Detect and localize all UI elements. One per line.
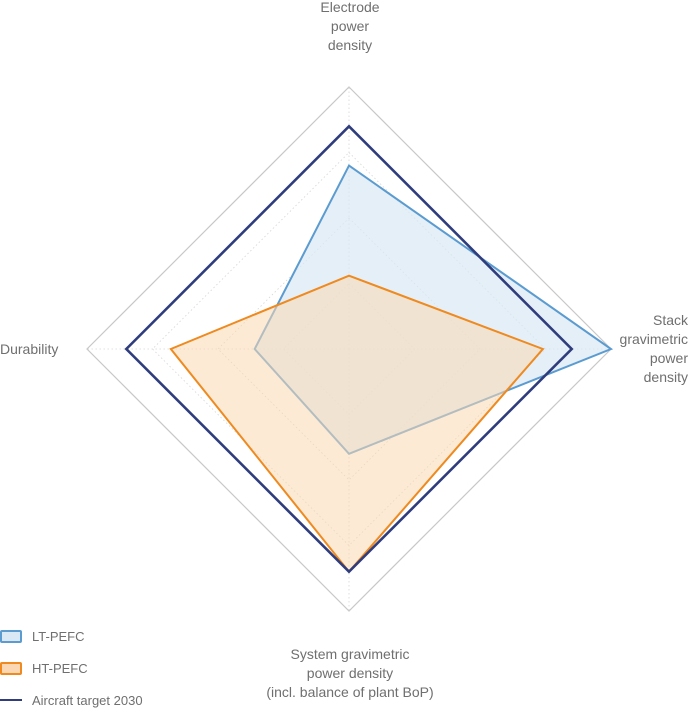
legend-swatch-lt-pefc [0, 629, 22, 643]
legend-swatch-ht-pefc [0, 661, 22, 675]
legend-label-aircraft-target-2030: Aircraft target 2030 [32, 692, 143, 708]
legend-item-ht-pefc: HT-PEFC [0, 652, 200, 684]
legend-line-aircraft-target-2030 [0, 699, 22, 701]
radar-chart [86, 86, 614, 612]
axis-label-system-gravimetric-power-density: System gravimetric power density (incl. … [266, 646, 434, 700]
legend-label-lt-pefc: LT-PEFC [32, 628, 85, 644]
radar-grid-outer [86, 86, 612, 612]
axis-label-electrode-power-density: Electrode power density [320, 0, 380, 53]
chart-legend: LT-PEFC HT-PEFC Aircraft target 2030 [0, 620, 200, 716]
legend-item-lt-pefc: LT-PEFC [0, 620, 200, 652]
axis-label-durability: Durability [0, 341, 59, 357]
axis-label-stack-gravimetric-power-density: Stack gravimetric power density [619, 312, 688, 385]
legend-item-aircraft-target-2030: Aircraft target 2030 [0, 684, 200, 716]
radar-series [124, 124, 614, 574]
legend-label-ht-pefc: HT-PEFC [32, 660, 88, 676]
series-polygon-aircraft-target-2030 [124, 124, 574, 574]
